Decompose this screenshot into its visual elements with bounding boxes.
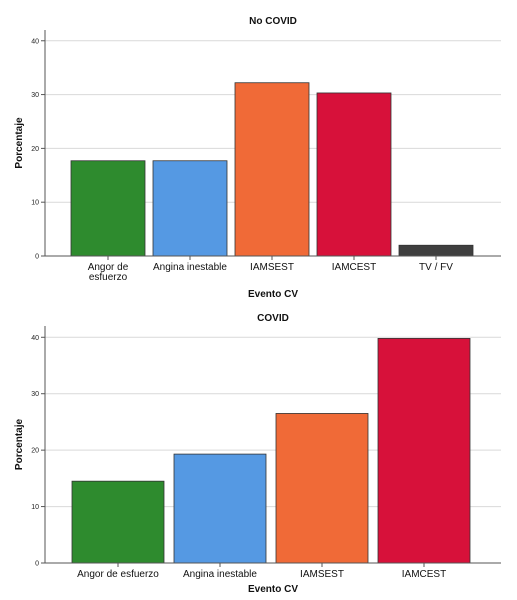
x-tick-label: Angor de esfuerzo [88, 262, 129, 283]
y-tick-label: 0 [35, 254, 39, 261]
x-axis-label: Evento CV [248, 289, 298, 300]
x-tick-label: IAMCEST [332, 262, 376, 273]
y-tick-label: 30 [31, 92, 39, 99]
chart-panel-no-covid: No COVID Porcentaje Evento CV 010203040 … [14, 16, 501, 300]
y-ticks: 0 10 20 30 40 [31, 335, 45, 568]
y-tick-label: 0 [35, 561, 39, 568]
x-tick-label: IAMCEST [402, 569, 446, 580]
x-axis-label: Evento CV [248, 584, 298, 595]
bar [173, 453, 267, 564]
bar [398, 244, 474, 257]
bars [70, 82, 474, 257]
y-tick-label: 40 [31, 335, 39, 342]
y-axis-label: Porcentaje [14, 418, 25, 470]
y-tick-label: 30 [31, 391, 39, 398]
axes [44, 326, 501, 564]
x-tick-label: IAMSEST [300, 569, 344, 580]
bar [377, 338, 471, 564]
chart-panel-covid: COVID Porcentaje Evento CV 0 10 20 30 40 Ang… [14, 313, 501, 595]
bar [71, 480, 165, 564]
y-tick-label: 20 [31, 448, 39, 455]
y-ticks: 0 10 20 30 40 [31, 38, 45, 261]
y-tick-label: 10 [31, 200, 39, 207]
bar [152, 160, 228, 257]
x-tick-label: IAMSEST [250, 262, 294, 273]
x-ticks: Angor de esfuerzo Angina inestable IAMSEST I… [88, 256, 453, 283]
axes [44, 30, 501, 257]
bars [71, 338, 471, 564]
y-axis-label: Porcentaje [14, 117, 25, 169]
x-tick-label: TV / FV [419, 262, 453, 273]
bar [70, 160, 146, 257]
x-tick-label: Angor de esfuerzo [77, 569, 159, 580]
chart-title: No COVID [249, 16, 297, 27]
chart-title: COVID [257, 313, 289, 324]
bar [275, 413, 369, 564]
x-ticks: Angor de esfuerzo Angina inestable IAMSEST… [77, 563, 446, 580]
y-tick-label: 40 [31, 38, 39, 45]
x-tick-label: Angina inestable [183, 569, 257, 580]
y-tick-label: 10 [31, 504, 39, 511]
bar [234, 82, 310, 257]
x-tick-label: Angina inestable [153, 262, 227, 273]
bar [316, 92, 392, 257]
y-tick-label: 20 [31, 146, 39, 153]
